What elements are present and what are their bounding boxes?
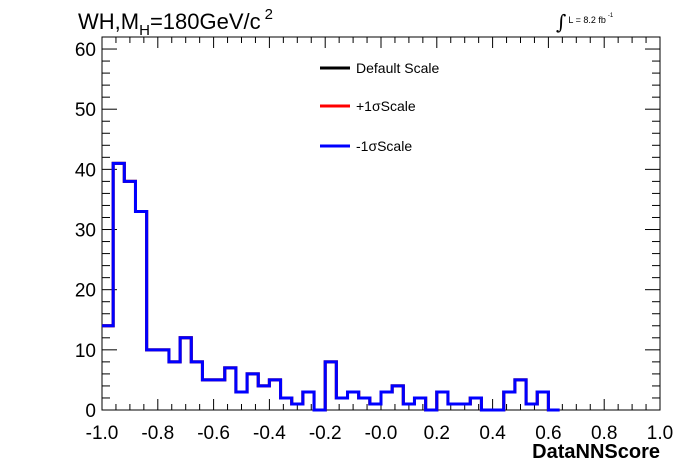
y-tick-label: 40 — [75, 160, 96, 181]
y-tick-label: 60 — [75, 40, 96, 61]
legend-label-2: -1σScale — [356, 138, 412, 154]
integral-symbol: ∫ — [556, 10, 567, 34]
legend: Default Scale +1σScale -1σScale — [320, 60, 439, 154]
x-tick-label: -0.4 — [253, 423, 286, 444]
legend-label-1: +1σScale — [356, 98, 416, 114]
luminosity-annotation: ∫ L = 8.2 fb -1 — [556, 10, 614, 34]
axis-ticks — [101, 36, 661, 411]
x-tick-label: 0.4 — [479, 423, 506, 444]
x-tick-label: 1.0 — [647, 423, 673, 444]
x-tick-label: 0.2 — [424, 423, 450, 444]
y-tick-label: 0 — [85, 401, 96, 422]
series-line-1 — [102, 161, 560, 412]
x-tick-label: 0.6 — [535, 423, 561, 444]
plot-frame — [101, 36, 661, 411]
x-tick-label: -1.0 — [86, 423, 119, 444]
x-tick-label: -0.0 — [365, 423, 398, 444]
legend-label-0: Default Scale — [356, 60, 439, 76]
y-tick-label: 30 — [75, 221, 96, 242]
axis-tick-labels: -1.0 -0.8 -0.6 -0.4 -0.2 -0.0 0.2 0.4 0.6 0.8 1.0 0… — [75, 40, 673, 444]
x-axis-label: DataNNScore — [532, 441, 660, 463]
series-group — [102, 161, 560, 412]
series-line-0 — [102, 161, 560, 412]
chart-title: WH,MH=180GeV/c 2 — [78, 6, 273, 39]
x-tick-label: -0.8 — [141, 423, 174, 444]
x-tick-label: -0.6 — [197, 423, 230, 444]
x-tick-label: 0.8 — [591, 423, 617, 444]
y-tick-label: 50 — [75, 100, 96, 121]
y-tick-label: 20 — [75, 281, 96, 302]
series-line-2 — [102, 161, 560, 412]
y-tick-label: 10 — [75, 341, 96, 362]
x-tick-label: -0.2 — [309, 423, 342, 444]
